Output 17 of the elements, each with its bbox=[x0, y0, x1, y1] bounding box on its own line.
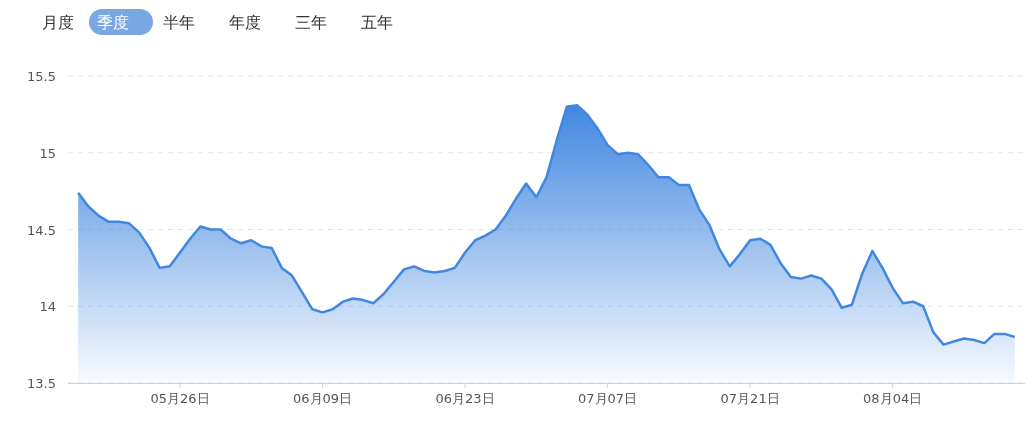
x-tick-label: 06月09日 bbox=[292, 391, 353, 406]
y-tick-label: 15 bbox=[39, 145, 56, 161]
y-tick-label: 14 bbox=[39, 299, 56, 315]
y-tick-label: 13.5 bbox=[27, 376, 56, 391]
text: 五年 bbox=[361, 13, 393, 32]
text: 年度 bbox=[229, 13, 261, 32]
text: 季度 bbox=[97, 13, 129, 32]
x-tick-label: 08月04日 bbox=[863, 391, 923, 406]
x-tick-label: 07月07日 bbox=[578, 391, 638, 406]
y-tick-label: 15.5 bbox=[27, 69, 56, 84]
x-tick-label: 06月23日 bbox=[435, 391, 495, 406]
text: 半年 bbox=[163, 13, 195, 32]
x-tick-label: 07月21日 bbox=[720, 391, 780, 406]
text: 三年 bbox=[295, 13, 327, 32]
x-tick-label: 05月26日 bbox=[150, 391, 210, 406]
text: 月度 bbox=[42, 13, 74, 32]
y-tick-label: 14.5 bbox=[27, 222, 56, 238]
